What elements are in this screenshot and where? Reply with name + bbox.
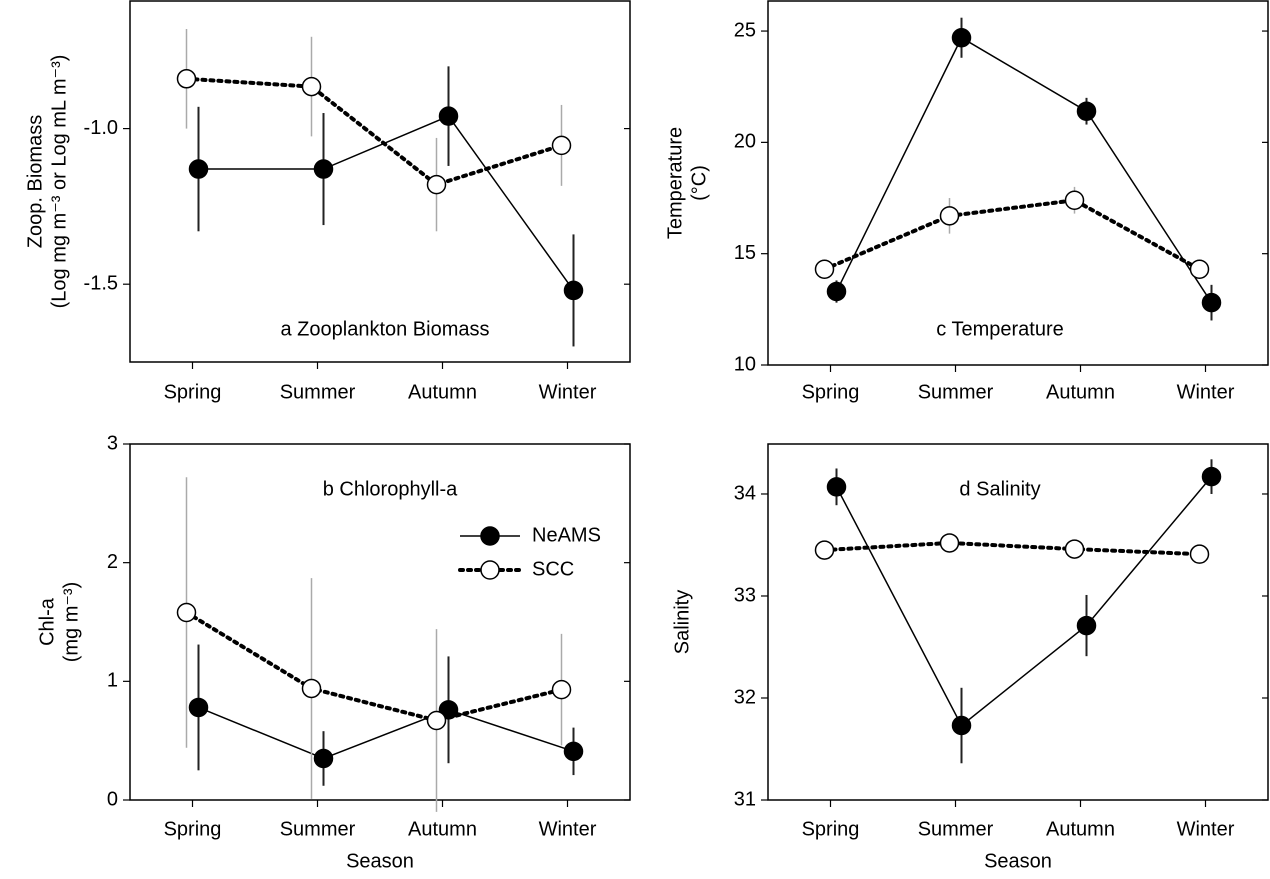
data-point (826, 477, 847, 497)
annotation: a Zooplankton Biomass (280, 318, 489, 340)
data-point (951, 715, 972, 736)
data-point (1189, 259, 1210, 280)
x-tick-label: Spring (802, 818, 860, 840)
data-point (426, 710, 447, 731)
series-line (822, 198, 1202, 272)
y-tick-label: 0 (107, 788, 118, 810)
y-tick-label: 15 (734, 242, 756, 264)
data-point (1189, 544, 1210, 564)
plot-frame (129, 0, 631, 363)
x-tick-label: Autumn (1046, 381, 1115, 403)
data-point (1201, 466, 1222, 487)
data-point (1076, 615, 1097, 636)
x-tick-label: Winter (1177, 818, 1235, 840)
x-tick-label: Spring (802, 381, 860, 403)
y-tick-label: -1.5 (84, 272, 118, 294)
annotation: b Chlorophyll-a (323, 478, 458, 500)
legend-marker (480, 560, 500, 580)
series-line (184, 76, 564, 187)
data-point (939, 533, 960, 553)
x-tick-label: Autumn (408, 381, 477, 403)
data-point (1064, 190, 1085, 211)
y-tick-label: 31 (734, 788, 756, 810)
data-point (438, 106, 459, 126)
y-axis-label: Zoop. Biomass (24, 115, 46, 248)
data-point (551, 679, 572, 700)
series-line (835, 36, 1213, 304)
data-point (313, 748, 334, 769)
data-point (939, 206, 960, 226)
x-axis-label: Season (984, 850, 1052, 872)
data-point (1201, 292, 1222, 313)
x-tick-label: Winter (539, 818, 597, 840)
plot-frame (129, 443, 631, 801)
y-axis-units: (Log mg m⁻³ or Log mL m⁻³) (48, 55, 70, 309)
legend-marker (480, 526, 500, 546)
data-point (1064, 539, 1085, 559)
y-axis-units: (mg m⁻³) (60, 582, 82, 663)
y-tick-label: 32 (734, 686, 756, 708)
x-tick-label: Spring (164, 818, 222, 840)
x-tick-label: Spring (164, 381, 222, 403)
series-line (198, 115, 575, 291)
y-tick-label: 3 (107, 432, 118, 454)
data-point (301, 76, 322, 97)
y-tick-label: 1 (107, 670, 118, 692)
annotation: c Temperature (936, 318, 1063, 340)
series-line (822, 540, 1202, 557)
x-tick-label: Autumn (408, 818, 477, 840)
x-tick-label: Autumn (1046, 818, 1115, 840)
data-point (426, 174, 447, 195)
y-tick-label: 25 (734, 19, 756, 41)
annotation: d Salinity (959, 478, 1040, 500)
data-point (551, 135, 572, 156)
data-point (951, 27, 972, 48)
y-tick-label: 2 (107, 551, 118, 573)
x-axis-label: Season (346, 850, 414, 872)
data-point (563, 280, 584, 301)
data-point (1076, 101, 1097, 121)
x-tick-label: Summer (280, 818, 356, 840)
legend-label: NeAMS (532, 524, 601, 546)
y-tick-label: 33 (734, 584, 756, 606)
data-point (176, 602, 197, 623)
series-line (835, 476, 1213, 727)
plot-frame (767, 0, 1269, 366)
y-tick-label: 10 (734, 353, 756, 375)
data-point (301, 678, 322, 699)
x-tick-label: Winter (539, 381, 597, 403)
y-tick-label: -1.0 (84, 117, 118, 139)
x-tick-label: Summer (918, 381, 994, 403)
y-axis-label: Temperature (664, 127, 686, 239)
y-tick-label: 20 (734, 131, 756, 153)
x-tick-label: Winter (1177, 381, 1235, 403)
data-point (188, 159, 209, 179)
data-point (814, 259, 835, 280)
legend-label: SCC (532, 558, 574, 580)
plot-frame (767, 443, 1269, 801)
y-axis-label: Salinity (671, 590, 693, 654)
x-tick-label: Summer (280, 381, 356, 403)
y-axis-label: Chl-a (36, 597, 58, 646)
x-tick-label: Summer (918, 818, 994, 840)
data-point (313, 159, 334, 179)
data-point (563, 741, 584, 762)
y-axis-units: (°C) (688, 165, 710, 201)
data-point (814, 540, 835, 560)
series-line (198, 706, 574, 760)
data-point (176, 69, 197, 89)
data-point (188, 697, 209, 718)
data-point (826, 281, 847, 302)
y-tick-label: 34 (734, 482, 756, 504)
series-line (184, 610, 564, 723)
